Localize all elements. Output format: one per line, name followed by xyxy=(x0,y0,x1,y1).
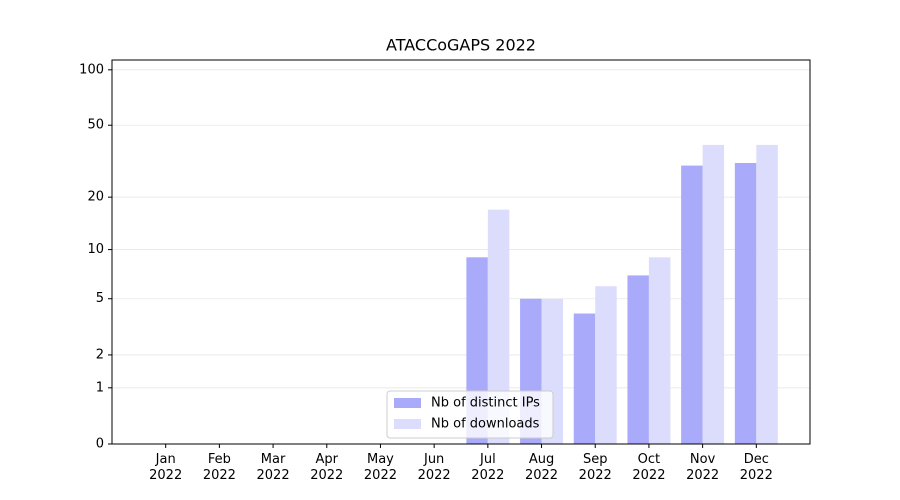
bar xyxy=(734,163,757,444)
bar xyxy=(627,275,649,444)
bar xyxy=(487,209,510,444)
bar xyxy=(756,144,778,445)
x-tick-label: Feb 2022 xyxy=(202,452,236,483)
x-tick-label: Nov 2022 xyxy=(686,452,720,483)
y-tick-label: 100 xyxy=(79,62,104,77)
bar xyxy=(648,257,671,444)
x-tick-label: Jun 2022 xyxy=(417,452,451,483)
legend-label: Nb of distinct IPs xyxy=(431,396,540,411)
x-tick-label: Jan 2022 xyxy=(149,452,183,483)
y-tick-label: 50 xyxy=(87,118,104,133)
y-tick-label: 10 xyxy=(87,242,104,257)
bar xyxy=(702,144,725,445)
y-tick-label: 2 xyxy=(96,347,104,362)
x-tick-label: Apr 2022 xyxy=(310,452,344,483)
legend-box xyxy=(386,390,554,439)
legend-swatch xyxy=(394,419,421,429)
legend-label: Nb of downloads xyxy=(431,417,540,432)
bar xyxy=(595,286,617,444)
axes-frame xyxy=(111,59,811,445)
legend-swatch xyxy=(394,398,421,408)
bar xyxy=(573,313,596,444)
x-tick-label: Mar 2022 xyxy=(256,452,290,483)
y-tick-label: 20 xyxy=(87,190,104,205)
legend: Nb of distinct IPs Nb of downloads xyxy=(386,390,554,439)
y-tick-label: 0 xyxy=(96,437,104,452)
chart-title: ATACCoGAPS 2022 xyxy=(386,36,536,55)
bar xyxy=(681,165,703,445)
y-tick-label: 5 xyxy=(96,291,104,306)
x-tick-label: Jul 2022 xyxy=(471,452,505,483)
y-tick-label: 1 xyxy=(96,380,104,395)
x-tick-label: Sep 2022 xyxy=(578,452,612,483)
x-tick-label: May 2022 xyxy=(363,452,397,483)
x-tick-label: Dec 2022 xyxy=(739,452,773,483)
x-tick-label: Oct 2022 xyxy=(632,452,666,483)
x-tick-label: Aug 2022 xyxy=(524,452,559,483)
